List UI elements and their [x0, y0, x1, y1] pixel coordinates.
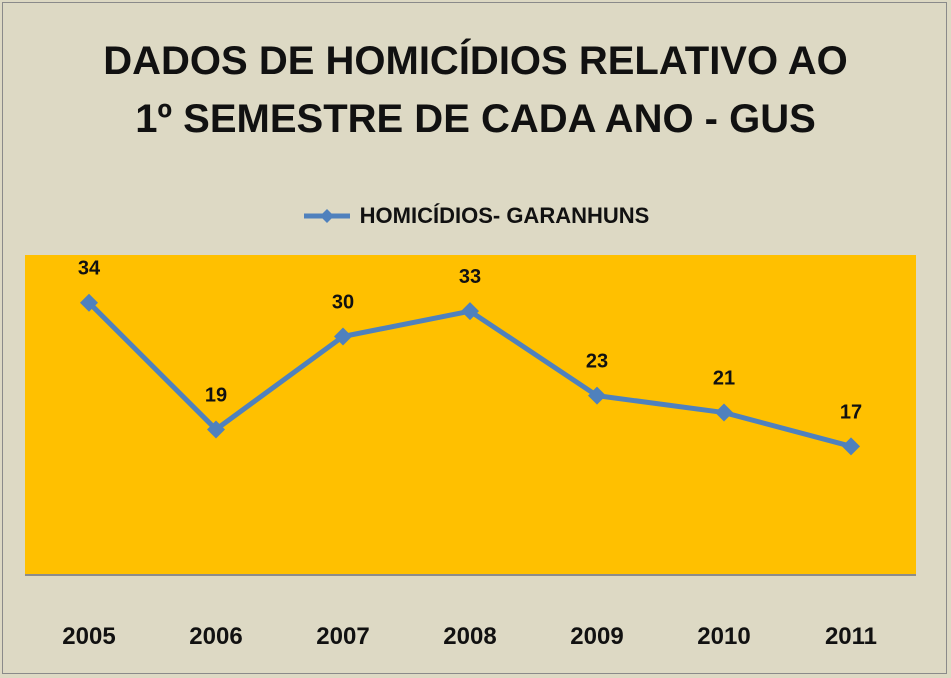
data-label: 21 [713, 368, 735, 390]
data-point-marker [207, 420, 225, 439]
x-tick-label: 2008 [443, 623, 496, 650]
x-tick-label: 2009 [570, 623, 623, 650]
data-point-marker [461, 302, 479, 321]
data-label: 33 [459, 266, 481, 288]
x-tick-label: 2011 [825, 623, 877, 650]
x-tick-label: 2005 [62, 623, 115, 650]
data-point-marker [842, 437, 860, 456]
x-tick-label: 2010 [697, 623, 750, 650]
legend-line-marker-icon [303, 209, 350, 223]
chart-legend: HOMICÍDIOS- GARANHUNS [0, 203, 951, 229]
data-point-marker [80, 293, 98, 312]
legend-series-name: HOMICÍDIOS- GARANHUNS [359, 203, 650, 228]
x-tick-label: 2007 [316, 623, 369, 650]
chart-title-line-2: 1º SEMESTRE DE CADA ANO - GUS [135, 97, 816, 141]
data-label: 30 [332, 292, 354, 314]
data-point-marker [715, 403, 733, 422]
x-tick-label: 2006 [189, 623, 242, 650]
data-point-marker [588, 386, 606, 405]
data-point-marker [334, 327, 352, 346]
data-label: 19 [205, 384, 227, 406]
data-label: 34 [78, 258, 101, 280]
chart-title: DADOS DE HOMICÍDIOS RELATIVO AO 1º SEMES… [0, 32, 951, 148]
data-label: 17 [840, 401, 862, 423]
chart-title-line-1: DADOS DE HOMICÍDIOS RELATIVO AO [103, 39, 848, 83]
data-label: 23 [586, 351, 608, 373]
